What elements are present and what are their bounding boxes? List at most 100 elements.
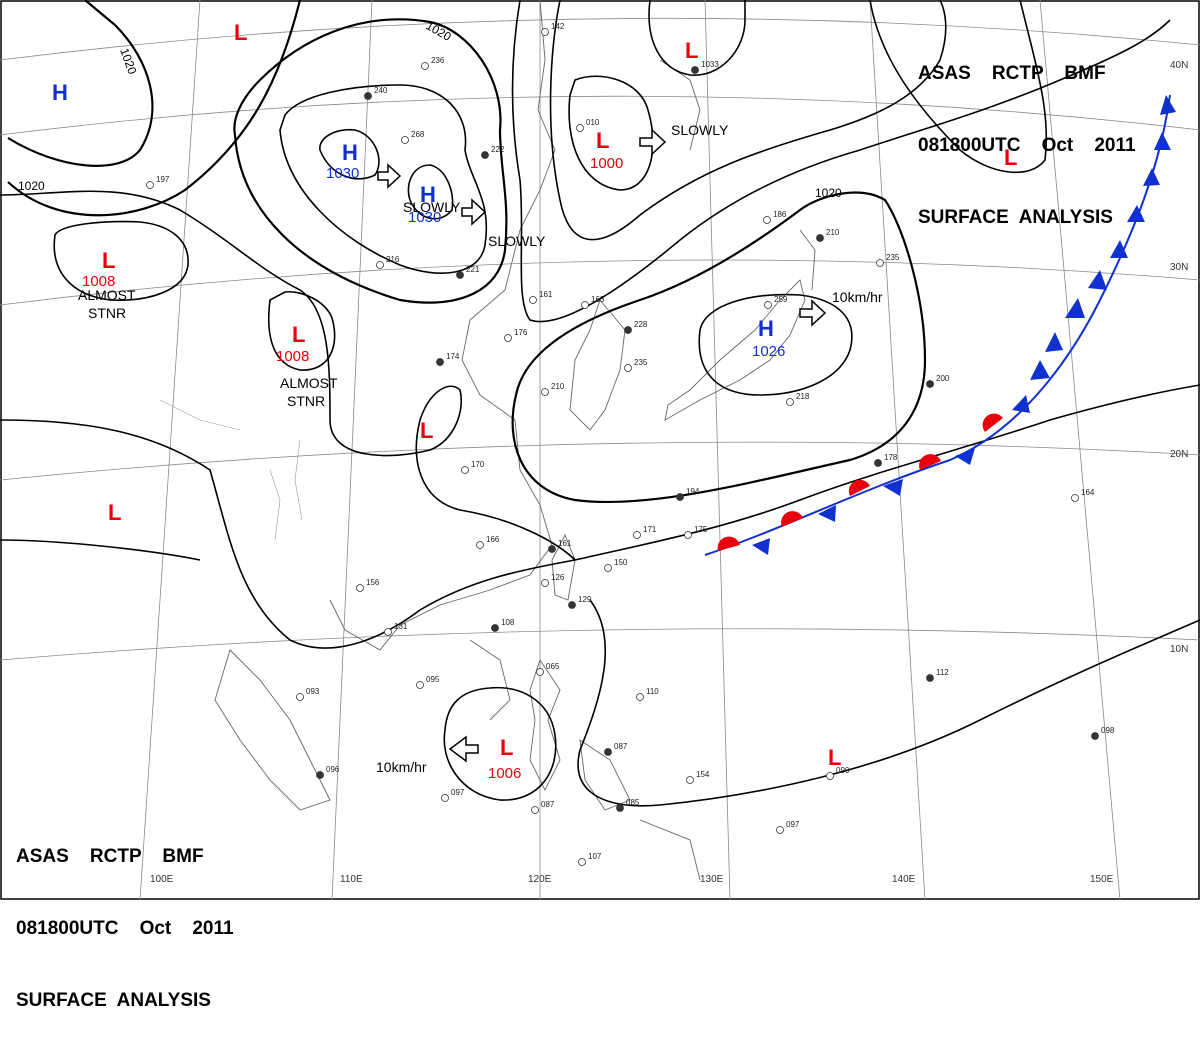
station-pressure: 197 [156,175,170,184]
station-pressure: 095 [426,675,440,684]
station-marker [364,92,372,100]
movement-note: SLOWLY [671,122,729,138]
low-center: L [108,500,121,525]
station-marker [476,541,484,549]
station-pressure: 210 [551,382,565,391]
map-frame [0,0,1200,900]
station-pressure: 107 [588,852,602,861]
station-pressure: 235 [886,253,900,262]
station-marker [376,261,384,269]
station-marker [686,776,694,784]
station-marker [578,858,586,866]
station-marker [316,771,324,779]
low-center: L [596,128,609,153]
station-marker [763,216,771,224]
station-marker [876,259,884,267]
stationary-front [704,94,1176,556]
low-center: L [1004,145,1017,170]
station-marker [633,531,641,539]
header-title: SURFACE ANALYSIS [918,207,1113,228]
station-pressure: 216 [386,255,400,264]
station-marker [529,296,537,304]
station-marker [416,681,424,689]
graticule [0,0,1200,900]
header-issuer: ASAS RCTP BMF [16,846,204,867]
high-pressure-value: 1026 [752,343,785,360]
high-center: H [342,140,358,165]
header-time: 081800UTC Oct 2011 [918,135,1136,156]
high-center: H [758,316,774,341]
station-pressure: 142 [551,22,565,31]
status-note: ALMOST [280,375,338,391]
station-pressure: 236 [431,56,445,65]
lon-label-100e: 100E [150,874,174,885]
station-pressure: 174 [446,352,460,361]
lat-label-20n: 20N [1170,449,1188,460]
isobar-labels: 1020 1020 1020 1020 [18,18,842,200]
station-marker [776,826,784,834]
station-marker [624,364,632,372]
low-center: L [234,20,247,45]
station-pressure: 096 [326,765,340,774]
station-marker [581,301,589,309]
status-note: ALMOST [78,287,136,303]
station-marker [786,398,794,406]
station-pressure: 087 [541,800,555,809]
station-marker [874,459,882,467]
station-pressure: 065 [546,662,560,671]
isobar-label: 1020 [18,179,45,193]
station-plots: 240 236 268 222 142 010 1033 197 216 221 161 163 228… [146,22,1115,866]
chart-header-top: ASAS RCTP BMF 081800UTC Oct 2011 SURFACE… [918,14,1136,254]
station-pressure: 171 [643,525,657,534]
station-marker [531,806,539,814]
header-issuer: ASAS RCTP BMF [918,63,1106,84]
station-pressure: 161 [539,290,553,299]
station-marker [926,380,934,388]
chart-header-bottom: ASAS RCTP BMF 081800UTC Oct 2011 SURFACE… [16,797,234,1037]
station-marker [491,624,499,632]
station-marker [436,358,444,366]
isobar-label: 1020 [815,186,842,200]
station-marker [384,628,392,636]
lat-label-10n: 10N [1170,644,1188,655]
low-center: L [500,735,513,760]
station-pressure: 150 [614,558,628,567]
station-marker [461,466,469,474]
arrow-east-icon [639,128,667,156]
station-marker [481,151,489,159]
speed-note: 10km/hr [376,759,427,775]
high-center: H [420,182,436,207]
arrow-west-icon [448,735,479,763]
station-pressure: 110 [646,687,659,696]
station-pressure: 221 [466,265,480,274]
lon-label-110e: 110E [340,874,363,885]
station-pressure: 010 [586,118,600,127]
station-pressure: 235 [634,358,648,367]
surface-analysis-map: 110E 120E 130E 140E 150E 100E 40N 30N 20… [0,0,1200,900]
station-pressure: 093 [306,687,320,696]
station-marker [636,693,644,701]
station-marker [146,181,154,189]
high-pressure-value: 1030 [408,209,441,226]
station-pressure: 170 [471,460,485,469]
low-pressure-value: 1008 [276,348,309,365]
low-center: L [828,745,841,770]
low-center: L [685,38,698,63]
rivers [159,399,303,541]
station-marker [541,579,549,587]
station-pressure: 126 [551,573,565,582]
station-marker [421,62,429,70]
station-pressure: 210 [826,228,840,237]
low-center: L [102,248,115,273]
station-marker [504,334,512,342]
lon-label-120e: 120E [528,874,552,885]
lon-label-150e: 150E [1090,874,1114,885]
station-pressure: 156 [366,578,380,587]
lon-label-130e: 130E [700,874,724,885]
arrow-east-icon [377,163,402,189]
station-pressure: 228 [634,320,648,329]
low-pressure-value: 1008 [82,273,115,290]
arrow-east-icon [799,299,827,327]
movement-note: SLOWLY [488,233,546,249]
station-pressure: 163 [591,295,605,304]
